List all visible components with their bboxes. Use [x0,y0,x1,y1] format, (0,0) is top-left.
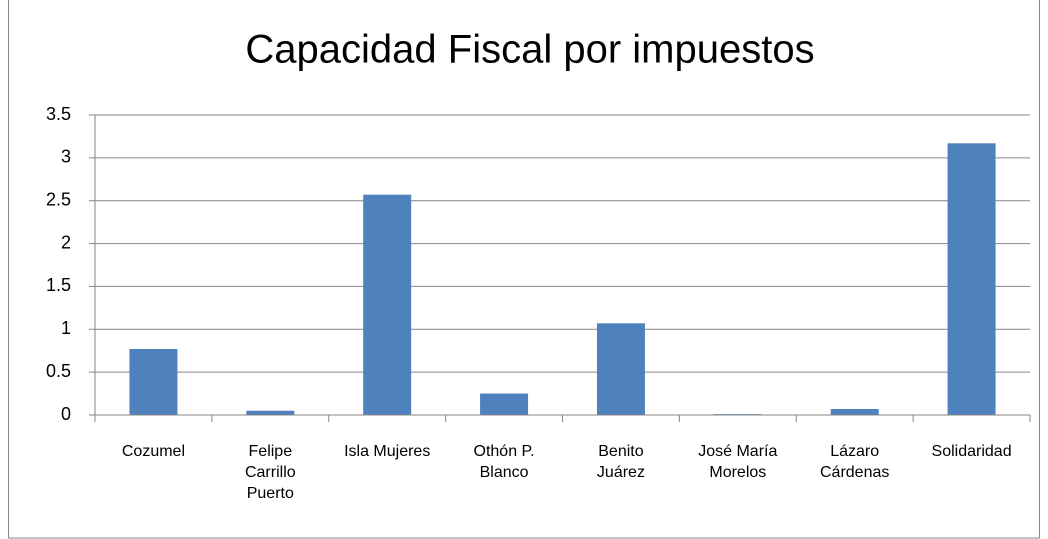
bar [480,393,529,415]
bar [947,143,996,416]
x-tick-label: Cozumel [122,443,185,460]
y-tick-label: 3.5 [46,104,71,124]
x-tick-label: Lázaro Cárdenas [820,443,889,481]
x-tick-label: Solidaridad [932,443,1012,460]
x-tick-label: Benito Juárez [597,443,645,481]
y-tick-label: 1.5 [46,275,71,295]
y-tick-label: 2 [61,232,71,252]
y-tick-label: 0.5 [46,361,71,381]
bar [596,323,645,415]
chart-title: Capacidad Fiscal por impuestos [245,28,814,72]
y-tick-label: 0 [61,404,71,424]
x-tick-label: Felipe Carrillo Puerto [245,443,296,502]
x-tick-label: Isla Mujeres [344,443,430,460]
bar [129,349,178,415]
y-tick-label: 1 [61,318,71,338]
y-tick-label: 3 [61,147,71,167]
x-tick-label: Othón P. Blanco [474,443,535,481]
y-tick-label: 2.5 [46,189,71,209]
bar [830,409,879,415]
bar [246,410,295,415]
chart-border [8,0,1040,539]
bar [363,194,412,415]
x-tick-label: José María Morelos [698,443,777,481]
